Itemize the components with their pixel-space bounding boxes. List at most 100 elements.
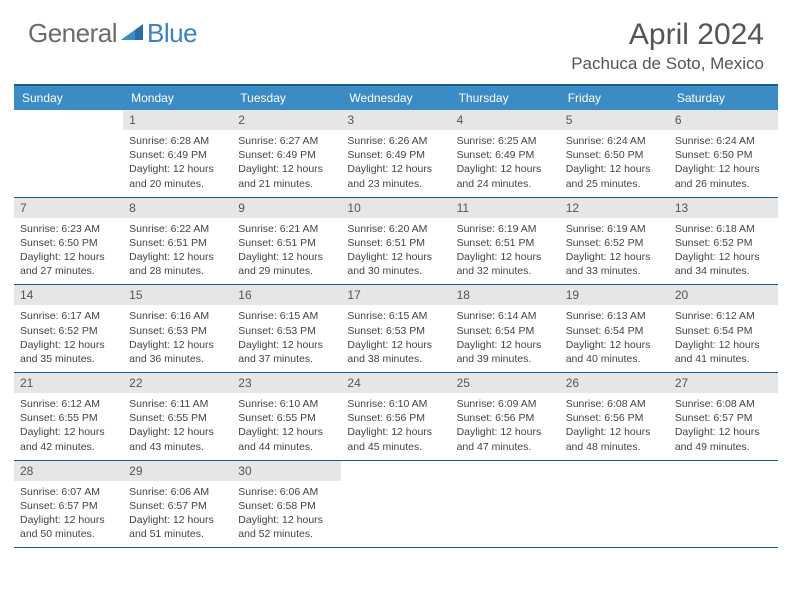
date-number: 30 — [232, 461, 341, 481]
sun-data: Sunrise: 6:20 AMSunset: 6:51 PMDaylight:… — [347, 222, 444, 279]
calendar-cell-empty — [14, 110, 123, 197]
sun-data: Sunrise: 6:10 AMSunset: 6:55 PMDaylight:… — [238, 397, 335, 454]
sun-data: Sunrise: 6:21 AMSunset: 6:51 PMDaylight:… — [238, 222, 335, 279]
date-number: 17 — [341, 285, 450, 305]
sun-data: Sunrise: 6:12 AMSunset: 6:54 PMDaylight:… — [675, 309, 772, 366]
calendar-cell-empty — [560, 461, 669, 548]
date-number: 1 — [123, 110, 232, 130]
sun-data: Sunrise: 6:08 AMSunset: 6:56 PMDaylight:… — [566, 397, 663, 454]
day-header-wednesday: Wednesday — [341, 86, 450, 110]
calendar-cell: 17Sunrise: 6:15 AMSunset: 6:53 PMDayligh… — [341, 285, 450, 372]
sun-data: Sunrise: 6:06 AMSunset: 6:58 PMDaylight:… — [238, 485, 335, 542]
calendar-cell: 28Sunrise: 6:07 AMSunset: 6:57 PMDayligh… — [14, 461, 123, 548]
date-number: 25 — [451, 373, 560, 393]
logo-triangle-icon — [119, 20, 145, 47]
sun-data: Sunrise: 6:27 AMSunset: 6:49 PMDaylight:… — [238, 134, 335, 191]
calendar-cell: 23 Sunrise: 6:10 AMSunset: 6:55 PMDayligh… — [232, 373, 341, 460]
sun-data: Sunrise: 6:10 AMSunset: 6:56 PMDaylight:… — [347, 397, 444, 454]
day-header-thursday: Thursday — [451, 86, 560, 110]
date-number: 8 — [123, 198, 232, 218]
week-row: 21Sunrise: 6:12 AMSunset: 6:55 PMDayligh… — [14, 373, 778, 461]
sun-data: Sunrise: 6:13 AMSunset: 6:54 PMDaylight:… — [566, 309, 663, 366]
date-number: 23 — [232, 373, 341, 393]
calendar-cell: 1 Sunrise: 6:28 AMSunset: 6:49 PMDaylight… — [123, 110, 232, 197]
week-row: 1 Sunrise: 6:28 AMSunset: 6:49 PMDaylight… — [14, 110, 778, 198]
date-number: 6 — [669, 110, 778, 130]
sun-data: Sunrise: 6:26 AMSunset: 6:49 PMDaylight:… — [347, 134, 444, 191]
calendar-cell-empty — [341, 461, 450, 548]
day-headers: Sunday Monday Tuesday Wednesday Thursday… — [14, 86, 778, 110]
sun-data: Sunrise: 6:25 AMSunset: 6:49 PMDaylight:… — [457, 134, 554, 191]
calendar-cell: 4Sunrise: 6:25 AMSunset: 6:49 PMDaylight… — [451, 110, 560, 197]
calendar-cell: 25 Sunrise: 6:09 AMSunset: 6:56 PMDayligh… — [451, 373, 560, 460]
day-header-friday: Friday — [560, 86, 669, 110]
weeks-container: 1 Sunrise: 6:28 AMSunset: 6:49 PMDaylight… — [14, 110, 778, 548]
calendar-cell: 16Sunrise: 6:15 AMSunset: 6:53 PMDayligh… — [232, 285, 341, 372]
date-number: 3 — [341, 110, 450, 130]
calendar-cell: 3 Sunrise: 6:26 AMSunset: 6:49 PMDaylight… — [341, 110, 450, 197]
date-number: 12 — [560, 198, 669, 218]
sun-data: Sunrise: 6:14 AMSunset: 6:54 PMDaylight:… — [457, 309, 554, 366]
sun-data: Sunrise: 6:24 AMSunset: 6:50 PMDaylight:… — [566, 134, 663, 191]
sun-data: Sunrise: 6:28 AMSunset: 6:49 PMDaylight:… — [129, 134, 226, 191]
sun-data: Sunrise: 6:23 AMSunset: 6:50 PMDaylight:… — [20, 222, 117, 279]
date-number: 20 — [669, 285, 778, 305]
calendar-cell: 26 Sunrise: 6:08 AMSunset: 6:56 PMDayligh… — [560, 373, 669, 460]
sun-data: Sunrise: 6:06 AMSunset: 6:57 PMDaylight:… — [129, 485, 226, 542]
week-row: 28Sunrise: 6:07 AMSunset: 6:57 PMDayligh… — [14, 461, 778, 549]
sun-data: Sunrise: 6:07 AMSunset: 6:57 PMDaylight:… — [20, 485, 117, 542]
sun-data: Sunrise: 6:12 AMSunset: 6:55 PMDaylight:… — [20, 397, 117, 454]
calendar-cell: 19 Sunrise: 6:13 AMSunset: 6:54 PMDayligh… — [560, 285, 669, 372]
calendar-cell: 6 Sunrise: 6:24 AMSunset: 6:50 PMDaylight… — [669, 110, 778, 197]
sun-data: Sunrise: 6:08 AMSunset: 6:57 PMDaylight:… — [675, 397, 772, 454]
date-number: 11 — [451, 198, 560, 218]
date-number: 26 — [560, 373, 669, 393]
sun-data: Sunrise: 6:19 AMSunset: 6:52 PMDaylight:… — [566, 222, 663, 279]
sun-data: Sunrise: 6:24 AMSunset: 6:50 PMDaylight:… — [675, 134, 772, 191]
date-number: 22 — [123, 373, 232, 393]
calendar-cell: 10 Sunrise: 6:20 AMSunset: 6:51 PMDayligh… — [341, 198, 450, 285]
location: Pachuca de Soto, Mexico — [571, 54, 764, 74]
sun-data: Sunrise: 6:18 AMSunset: 6:52 PMDaylight:… — [675, 222, 772, 279]
month-title: April 2024 — [571, 18, 764, 52]
date-number: 5 — [560, 110, 669, 130]
calendar-cell: 29Sunrise: 6:06 AMSunset: 6:57 PMDayligh… — [123, 461, 232, 548]
date-number: 9 — [232, 198, 341, 218]
date-number: 16 — [232, 285, 341, 305]
calendar-cell: 8Sunrise: 6:22 AMSunset: 6:51 PMDaylight… — [123, 198, 232, 285]
sun-data: Sunrise: 6:16 AMSunset: 6:53 PMDaylight:… — [129, 309, 226, 366]
date-number: 18 — [451, 285, 560, 305]
calendar: Sunday Monday Tuesday Wednesday Thursday… — [0, 86, 792, 548]
sun-data: Sunrise: 6:17 AMSunset: 6:52 PMDaylight:… — [20, 309, 117, 366]
calendar-cell: 7 Sunrise: 6:23 AMSunset: 6:50 PMDaylight… — [14, 198, 123, 285]
calendar-cell-empty — [669, 461, 778, 548]
date-number: 7 — [14, 198, 123, 218]
date-number: 19 — [560, 285, 669, 305]
calendar-cell: 14Sunrise: 6:17 AMSunset: 6:52 PMDayligh… — [14, 285, 123, 372]
date-number: 10 — [341, 198, 450, 218]
sun-data: Sunrise: 6:09 AMSunset: 6:56 PMDaylight:… — [457, 397, 554, 454]
calendar-cell-empty — [451, 461, 560, 548]
calendar-cell: 12 Sunrise: 6:19 AMSunset: 6:52 PMDayligh… — [560, 198, 669, 285]
calendar-cell: 24 Sunrise: 6:10 AMSunset: 6:56 PMDayligh… — [341, 373, 450, 460]
day-header-saturday: Saturday — [669, 86, 778, 110]
date-number: 2 — [232, 110, 341, 130]
day-header-sunday: Sunday — [14, 86, 123, 110]
calendar-cell: 13 Sunrise: 6:18 AMSunset: 6:52 PMDayligh… — [669, 198, 778, 285]
sun-data: Sunrise: 6:11 AMSunset: 6:55 PMDaylight:… — [129, 397, 226, 454]
date-number: 27 — [669, 373, 778, 393]
calendar-cell: 18 Sunrise: 6:14 AMSunset: 6:54 PMDayligh… — [451, 285, 560, 372]
date-number: 13 — [669, 198, 778, 218]
calendar-cell: 30 Sunrise: 6:06 AMSunset: 6:58 PMDayligh… — [232, 461, 341, 548]
logo-text-blue: Blue — [147, 18, 197, 49]
date-number: 15 — [123, 285, 232, 305]
day-header-monday: Monday — [123, 86, 232, 110]
calendar-cell: 9 Sunrise: 6:21 AMSunset: 6:51 PMDaylight… — [232, 198, 341, 285]
logo-text-general: General — [28, 18, 117, 49]
calendar-cell: 20 Sunrise: 6:12 AMSunset: 6:54 PMDayligh… — [669, 285, 778, 372]
logo: General Blue — [28, 18, 197, 49]
calendar-cell: 21Sunrise: 6:12 AMSunset: 6:55 PMDayligh… — [14, 373, 123, 460]
date-number: 24 — [341, 373, 450, 393]
calendar-cell: 22 Sunrise: 6:11 AMSunset: 6:55 PMDayligh… — [123, 373, 232, 460]
calendar-cell: 2 Sunrise: 6:27 AMSunset: 6:49 PMDaylight… — [232, 110, 341, 197]
